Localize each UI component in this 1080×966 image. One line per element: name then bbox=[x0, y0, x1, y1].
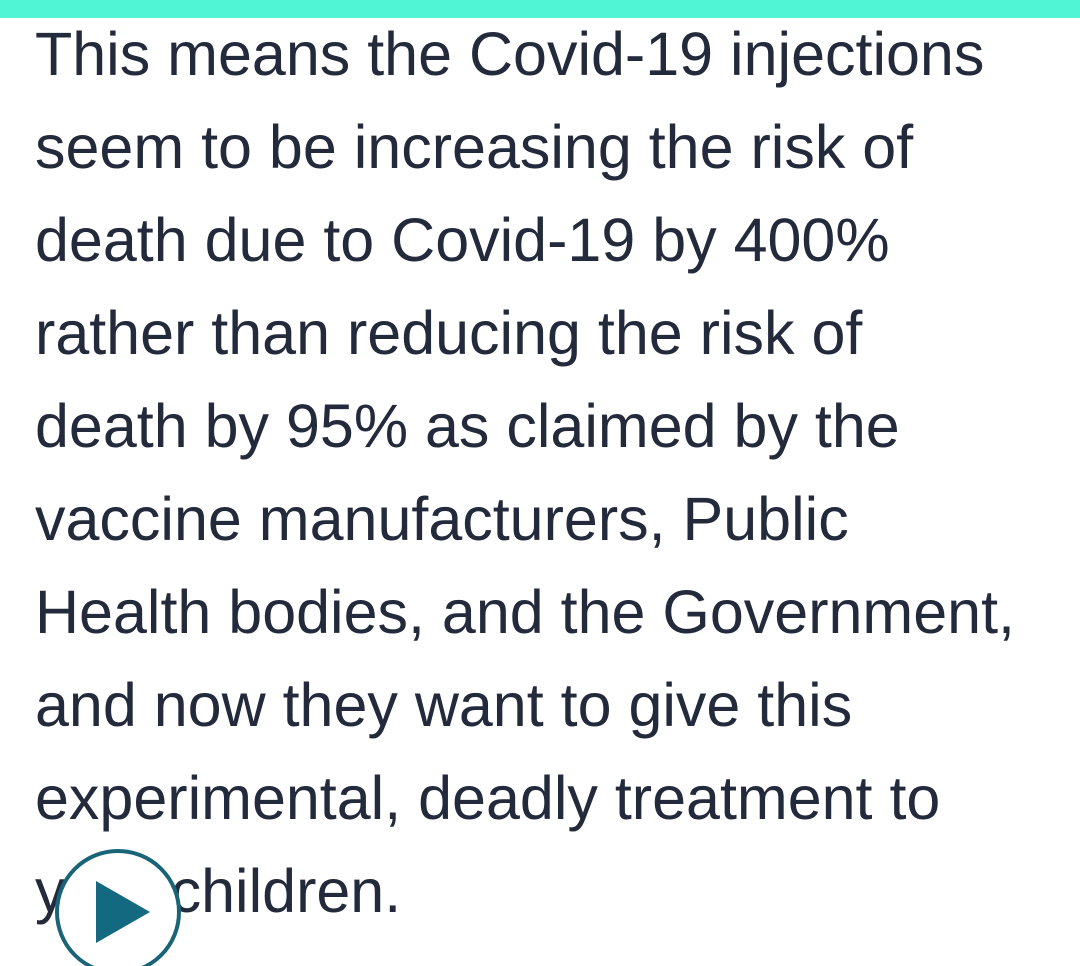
article-line: death by 95% as claimed by the bbox=[35, 392, 900, 460]
article-line: This means the Covid-19 injections bbox=[35, 20, 985, 88]
article-line: and now they want to give this bbox=[35, 671, 853, 739]
article-line: Health bodies, and the Government, bbox=[35, 578, 1015, 646]
play-icon bbox=[96, 881, 150, 943]
article-line: vaccine manufacturers, Public bbox=[35, 485, 849, 553]
play-audio-button[interactable] bbox=[55, 849, 181, 966]
article-line: experimental, deadly treatment to bbox=[35, 764, 941, 832]
article-line: seem to be increasing the risk of bbox=[35, 113, 914, 181]
article-line: death due to Covid-19 by 400% bbox=[35, 206, 890, 274]
article-line: rather than reducing the risk of bbox=[35, 299, 863, 367]
top-accent-bar bbox=[0, 0, 1080, 18]
article-line: your children. bbox=[35, 857, 402, 925]
article-paragraph: This means the Covid-19 injections seem … bbox=[35, 8, 1055, 938]
